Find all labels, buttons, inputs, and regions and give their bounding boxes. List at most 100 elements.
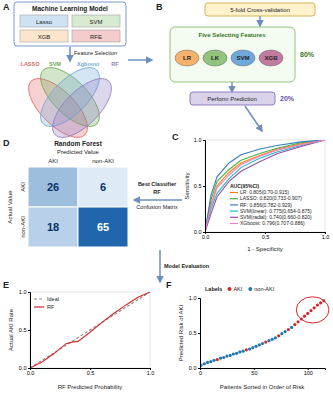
point xyxy=(251,346,254,349)
model-name: LK xyxy=(211,55,220,61)
point xyxy=(316,303,319,306)
axis-title: Actual AKI Rate xyxy=(8,308,14,351)
x-axis: 0.0 0.5 1.0 xyxy=(27,368,155,376)
model-name: SVM xyxy=(236,55,249,61)
step-label: Feature Selection xyxy=(74,50,117,56)
axis-line xyxy=(198,299,201,369)
legend-entry: LASSO: 0.820(0.733-0.907) xyxy=(240,195,302,201)
point xyxy=(238,350,241,353)
tick: 1.0 xyxy=(147,368,155,376)
tick: 100 xyxy=(304,368,313,376)
tick: 0.0 xyxy=(19,365,30,371)
model-box xyxy=(14,2,126,46)
row-label: non-AKI xyxy=(20,216,26,238)
tick-label: 100 xyxy=(304,370,313,376)
tick: 0.0 xyxy=(194,229,205,235)
feature-box xyxy=(170,27,295,82)
tick: 0 xyxy=(199,368,202,376)
y-axis: 0.00.51.0 xyxy=(189,295,201,371)
cv-label: 5-fold Cross-validation xyxy=(230,7,290,13)
axis-title: Sensitivity xyxy=(184,172,190,199)
model-name: LR xyxy=(183,55,192,61)
series-line xyxy=(30,292,150,368)
series-line xyxy=(205,140,325,232)
heatmap-cell xyxy=(28,207,78,247)
panel-label: B xyxy=(156,2,163,12)
point xyxy=(235,352,238,355)
tick-label: 0.5 xyxy=(19,327,27,333)
data-label: 6 xyxy=(100,181,106,193)
tick-label: 1.0 xyxy=(189,295,197,301)
axis-title: Predicted Value xyxy=(57,149,100,155)
tick-mark xyxy=(198,333,200,334)
legend-swatch xyxy=(230,223,238,224)
point xyxy=(274,336,277,339)
model-oval xyxy=(231,50,255,66)
arrow xyxy=(69,47,71,61)
axis-title: Patients Sorted in Order of Risk xyxy=(220,384,305,390)
tick-mark xyxy=(28,368,30,369)
tick-label: 0.0 xyxy=(27,370,35,376)
tick-label: 0.5 xyxy=(87,370,95,376)
panel-label: A xyxy=(3,2,10,12)
figure: AMachine Learning ModelLassoSVMXGBRFEFea… xyxy=(0,0,333,400)
venn-label: SVM xyxy=(49,61,61,67)
plot-area xyxy=(200,299,325,367)
panel-label: E xyxy=(3,280,9,290)
data-label: 26 xyxy=(47,181,59,193)
model-chip xyxy=(72,30,120,42)
model-name: SVM xyxy=(89,19,102,25)
tick-label: 0.5 xyxy=(189,330,197,336)
point xyxy=(313,306,316,309)
figure-svg: AMachine Learning ModelLassoSVMXGBRFEFea… xyxy=(0,0,333,400)
series-line xyxy=(205,140,325,232)
model-oval xyxy=(175,50,199,66)
point xyxy=(216,358,219,361)
legend-entry: RF: 0.856(0.782-0.929) xyxy=(240,202,292,208)
axis-title: Actual Value xyxy=(7,190,13,224)
model-chip xyxy=(72,15,120,27)
arrow xyxy=(259,16,261,26)
tick-mark xyxy=(203,232,205,233)
legend-swatch xyxy=(34,306,44,307)
model-name: RFE xyxy=(90,34,102,40)
point xyxy=(232,352,235,355)
legend-swatch xyxy=(227,287,231,291)
legend-swatch xyxy=(230,192,238,193)
legend-entry: XGboost: 0.796(0.707-0.886) xyxy=(240,220,305,226)
tick-label: 1.0 xyxy=(322,234,330,240)
legend: IdealRF xyxy=(34,296,59,310)
legend-swatch xyxy=(230,217,238,218)
arrow-label: Confusion Matrix xyxy=(136,204,178,210)
model-name: XGB xyxy=(264,55,278,61)
point xyxy=(225,355,228,358)
tick-label: 50 xyxy=(251,370,257,376)
point xyxy=(222,356,225,359)
tick-label: 0 xyxy=(199,370,202,376)
plot-frame xyxy=(30,292,150,368)
heatmap-cell xyxy=(78,207,128,247)
legend-swatch xyxy=(230,198,238,199)
tick-mark xyxy=(203,186,205,187)
point xyxy=(287,328,290,331)
point xyxy=(306,312,309,315)
tick: 0.0 xyxy=(27,368,35,376)
arrow-label: Model Evaluation xyxy=(164,263,210,269)
point xyxy=(206,361,209,364)
series-line xyxy=(205,140,325,232)
axis-title: 1 - Specificity xyxy=(247,246,283,252)
tick: 0.0 xyxy=(202,232,210,240)
plot-area xyxy=(205,140,325,232)
panel-label: F xyxy=(166,280,172,290)
series-line xyxy=(30,292,150,368)
tick: 1.0 xyxy=(322,232,330,240)
axis-title: RF Predicted Probability xyxy=(58,384,123,390)
point xyxy=(245,348,248,351)
point xyxy=(284,330,287,333)
point xyxy=(277,334,280,337)
arrow xyxy=(128,59,152,61)
point xyxy=(267,339,270,342)
series-line xyxy=(205,140,325,232)
plot-frame xyxy=(205,140,325,232)
tick-label: 0.0 xyxy=(19,365,27,371)
